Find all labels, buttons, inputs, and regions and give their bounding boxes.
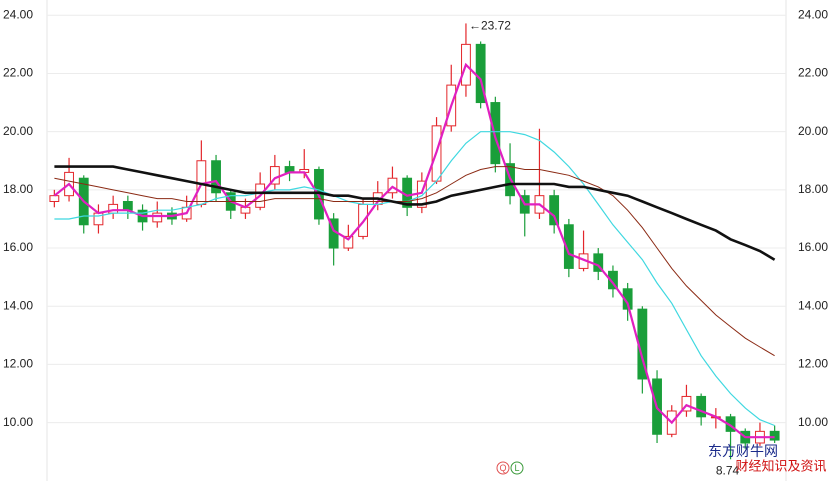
candle-body (490, 102, 501, 165)
watermark-name: 东方财牛网 (708, 444, 778, 460)
candle-body (122, 200, 133, 211)
candle-body (152, 212, 163, 223)
y-tick-label-right: 22.00 (798, 66, 828, 80)
candle-body (49, 195, 60, 202)
moving-average-line (54, 131, 775, 427)
icon-l[interactable] (510, 461, 524, 475)
y-tick-label-left: 10.00 (3, 415, 33, 429)
y-tick-label-right: 12.00 (798, 357, 828, 371)
y-tick-label-left: 22.00 (3, 66, 33, 80)
candle-body (696, 395, 707, 418)
watermark-sub: 财经知识及资讯 (735, 459, 826, 475)
moving-average-line (54, 165, 776, 261)
y-tick-label-right: 14.00 (798, 298, 828, 312)
y-tick-label-left: 14.00 (3, 298, 33, 312)
icon-q-label[interactable]: Q (499, 463, 506, 473)
y-tick-label-right: 20.00 (798, 124, 828, 138)
candle-body (563, 224, 574, 269)
y-tick-label-left: 20.00 (3, 124, 33, 138)
moving-average-line (53, 62, 775, 439)
y-tick-label-right: 16.00 (798, 240, 828, 254)
candle-body (343, 235, 354, 249)
y-tick-label-left: 16.00 (3, 240, 33, 254)
candle-body (549, 195, 560, 226)
icon-q[interactable] (496, 461, 510, 475)
icon-l-label[interactable]: L (514, 463, 519, 473)
y-tick-label-left: 18.00 (3, 182, 33, 196)
max-label: ←23.72 (469, 19, 511, 33)
y-tick-label-left: 24.00 (3, 7, 33, 21)
candle-body (387, 177, 398, 194)
candle-body (608, 270, 618, 290)
candle-body (211, 160, 221, 194)
y-tick-label-left: 12.00 (3, 357, 33, 371)
candle-body (769, 430, 780, 441)
y-tick-label-right: 18.00 (798, 182, 828, 196)
min-label: 8.74 (716, 463, 740, 477)
y-tick-label-right: 24.00 (798, 7, 828, 21)
y-tick-label-right: 10.00 (798, 415, 828, 429)
candle-body (681, 395, 692, 412)
moving-average-line (54, 166, 775, 357)
